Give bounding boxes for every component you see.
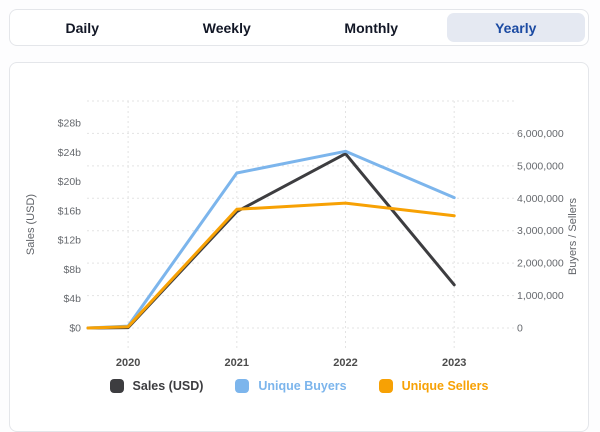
- tab-weekly[interactable]: Weekly: [202, 19, 251, 36]
- sales-legend-swatch: [109, 379, 124, 393]
- left-axis-tick-label: $20b: [58, 176, 82, 188]
- left-axis-title: Sales (USD): [25, 194, 37, 255]
- left-axis-tick-label: $12b: [58, 235, 82, 247]
- x-axis-label: 2022: [333, 357, 357, 369]
- series-line-sales[interactable]: [86, 152, 456, 330]
- chart-legend: Sales (USD) Unique Buyers Unique Sellers: [10, 379, 588, 393]
- right-axis-tick-label: 5,000,000: [517, 160, 564, 172]
- legend-item-unique-sellers[interactable]: Unique Sellers: [378, 379, 489, 393]
- sales-legend-label: Sales (USD): [132, 379, 204, 393]
- x-axis-label: 2023: [442, 357, 466, 369]
- left-axis-tick-label: $4b: [63, 293, 81, 305]
- right-axis-tick-label: 0: [517, 323, 523, 335]
- tab-monthly[interactable]: Monthly: [344, 19, 399, 36]
- x-axis-label: 2021: [225, 357, 249, 369]
- left-axis-tick-label: $0: [69, 323, 81, 335]
- tab-daily[interactable]: Daily: [65, 19, 99, 36]
- unique-buyers-legend-swatch: [235, 379, 250, 393]
- chart-card: $0 $4b $8b $12b $16b $20b $24b $28b 0 1,000,000 2,…: [9, 62, 589, 432]
- left-axis-tick-label: $16b: [58, 205, 82, 217]
- left-axis-tick-label: $24b: [58, 147, 82, 159]
- sales-buyers-sellers-line-chart: $0 $4b $8b $12b $16b $20b $24b $28b 0 1,000,000 2,…: [25, 100, 579, 369]
- left-axis-tick-label: $8b: [63, 264, 81, 276]
- legend-item-unique-buyers[interactable]: Unique Buyers: [235, 379, 347, 393]
- right-axis-tick-label: 3,000,000: [517, 225, 564, 237]
- unique-buyers-legend-label: Unique Buyers: [258, 379, 347, 393]
- series-line-buyers[interactable]: [86, 149, 456, 330]
- right-axis-title: Buyers / Sellers: [567, 197, 579, 275]
- x-axis-label: 2020: [116, 357, 140, 369]
- unique-sellers-legend-label: Unique Sellers: [401, 379, 489, 393]
- series-line-sellers[interactable]: [86, 201, 456, 330]
- legend-item-sales[interactable]: Sales (USD): [109, 379, 204, 393]
- right-axis-tick-label: 1,000,000: [517, 290, 564, 302]
- right-axis-tick-label: 6,000,000: [517, 128, 564, 140]
- period-tabbar: Daily Weekly Monthly Yearly: [9, 9, 589, 46]
- tab-yearly[interactable]: Yearly: [446, 13, 585, 42]
- left-axis-tick-label: $28b: [58, 118, 82, 130]
- unique-sellers-legend-swatch: [378, 379, 393, 393]
- right-axis-tick-label: 2,000,000: [517, 258, 564, 270]
- right-axis-tick-label: 4,000,000: [517, 193, 564, 205]
